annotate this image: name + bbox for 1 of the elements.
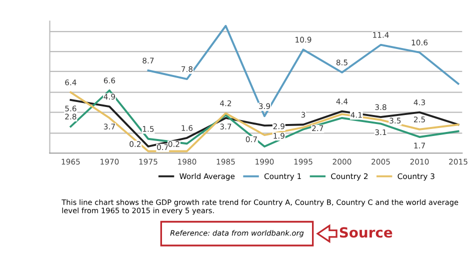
text: Source <box>340 227 392 238</box>
